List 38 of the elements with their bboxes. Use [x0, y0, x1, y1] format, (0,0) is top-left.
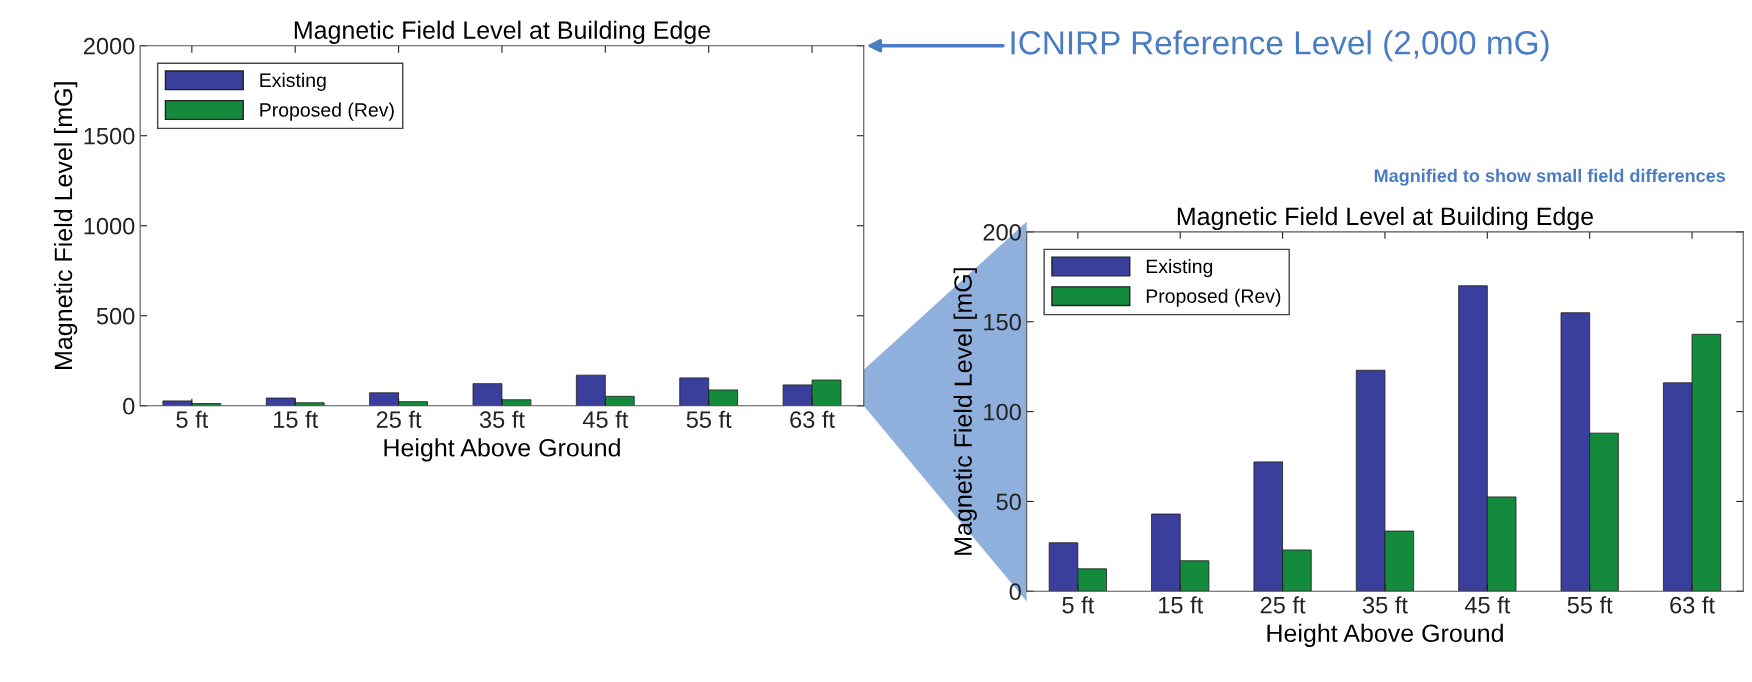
legend-label: Existing — [1146, 259, 1213, 278]
legend-label: Proposed (Rev) — [260, 102, 394, 121]
bar — [472, 383, 503, 406]
x-axis-title: Height Above Ground — [384, 438, 620, 462]
x-tick-label: 45 ft — [1464, 596, 1511, 614]
x-tick-label: 63 ft — [1670, 596, 1715, 614]
x-tick-label: 35 ft — [479, 410, 525, 428]
y-tick-label: 200 — [983, 223, 1021, 241]
y-axis-title: Magnetic Field Level [mG] — [53, 82, 78, 369]
x-tick-label: 35 ft — [1362, 596, 1408, 614]
y-tick-label: 2000 — [83, 37, 135, 55]
x-tick-label: 5 ft — [176, 410, 209, 428]
y-tick-label: 50 — [996, 493, 1021, 511]
bar — [501, 399, 532, 406]
x-tick-label: 63 ft — [790, 410, 835, 428]
x-tick-label: 15 ft — [1159, 596, 1204, 614]
x-tick-label: 5 ft — [1062, 596, 1095, 614]
y-tick-label: 100 — [984, 403, 1021, 421]
text: ICNIRP Reference Level (2,000 mG) — [1011, 30, 1549, 62]
y-tick-label: 150 — [984, 313, 1021, 331]
x-tick-label: 15 ft — [274, 410, 319, 428]
legend-label: Proposed (Rev) — [1146, 288, 1281, 307]
x-axis-title: Height Above Ground — [1267, 623, 1503, 648]
x-tick-label: 55 ft — [1567, 596, 1613, 614]
y-tick-label: 1000 — [84, 217, 135, 235]
legend-label: Existing — [260, 72, 326, 91]
x-tick-label: 45 ft — [582, 410, 629, 428]
x-tick-label: 25 ft — [1260, 596, 1306, 614]
x-tick-label: 25 ft — [376, 410, 422, 428]
y-axis-title: Magnetic Field Level [mG] — [953, 268, 977, 555]
chart-title: Magnetic Field Level at Building Edge — [294, 20, 711, 44]
y-tick-label: 1500 — [84, 127, 135, 145]
text: Magnified to show small field differences — [1374, 168, 1726, 186]
y-tick-label: 0 — [1009, 583, 1021, 601]
y-tick-label: 0 — [123, 397, 135, 415]
y-tick-label: 500 — [96, 307, 135, 325]
x-tick-label: 55 ft — [686, 410, 732, 428]
chart-title: Magnetic Field Level at Building Edge — [1177, 206, 1594, 231]
